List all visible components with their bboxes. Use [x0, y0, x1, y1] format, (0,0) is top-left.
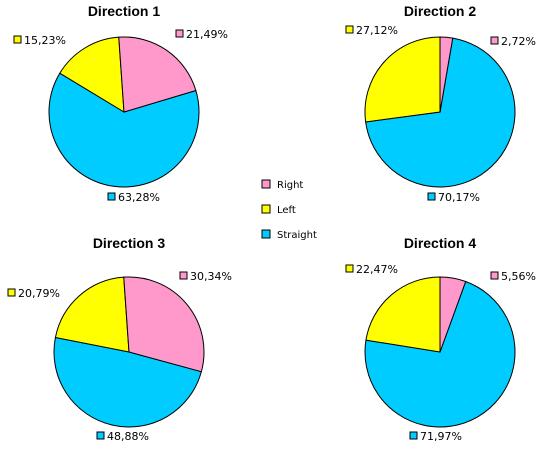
pie-slice-straight [365, 37, 516, 188]
data-label-right: 5,56% [501, 270, 536, 283]
chart-title: Direction 3 [93, 235, 166, 251]
pie-slice-straight [53, 336, 202, 428]
legend-swatch-right [261, 179, 271, 189]
label-swatch-straight [427, 192, 436, 201]
pie-slice-left [54, 276, 130, 353]
pie-chart-3: Direction 3 30,34% 20,79% 48,88% [7, 235, 232, 443]
data-label-right: 21,49% [186, 28, 228, 41]
label-swatch-right [175, 29, 184, 38]
data-label-straight: 71,97% [420, 430, 462, 443]
label-swatch-straight [409, 431, 418, 440]
pie-slice-left [365, 276, 441, 353]
legend-label-straight: Straight [277, 230, 317, 241]
pie-slice-right [118, 36, 197, 113]
label-swatch-right [490, 36, 499, 45]
chart-title: Direction 1 [88, 3, 161, 19]
pie-chart-2: Direction 2 2,72% 27,12% 70,17% [345, 3, 536, 204]
data-label-left: 22,47% [356, 263, 398, 276]
data-label-straight: 70,17% [438, 191, 480, 204]
label-swatch-straight [107, 192, 116, 201]
label-swatch-straight [96, 431, 105, 440]
label-swatch-left [7, 288, 16, 297]
chart-title: Direction 2 [404, 3, 477, 19]
data-label-left: 15,23% [24, 34, 66, 47]
data-label-straight: 48,88% [107, 430, 149, 443]
pie-chart-4: Direction 4 5,56% 22,47% 71,97% [345, 235, 536, 443]
pie-slice-right [439, 36, 454, 113]
pie-slice-right [123, 276, 205, 373]
legend-swatch-left [261, 204, 271, 214]
pie-slice-left [59, 36, 125, 113]
data-label-right: 30,34% [190, 270, 232, 283]
label-swatch-left [13, 35, 22, 44]
data-label-left: 20,79% [18, 287, 60, 300]
data-label-straight: 63,28% [118, 191, 160, 204]
legend: Right Left Straight [261, 179, 317, 241]
pie-slice-straight [364, 280, 516, 428]
chart-title: Direction 4 [404, 235, 477, 251]
label-swatch-right [490, 271, 499, 280]
label-swatch-right [179, 271, 188, 280]
pie-chart-1: Direction 1 21,49% 15,23% 63,28% [13, 3, 228, 204]
legend-label-left: Left [277, 205, 296, 216]
pie-charts-group: Direction 1 21,49% 15,23% 63,28% Direction 2… [7, 3, 536, 443]
pie-slice-left [364, 36, 441, 123]
data-label-right: 2,72% [501, 35, 536, 48]
pie-slice-right [439, 276, 467, 353]
label-swatch-left [345, 264, 354, 273]
data-label-left: 27,12% [356, 24, 398, 37]
pie-slice-straight [48, 72, 200, 188]
label-swatch-left [345, 25, 354, 34]
legend-label-right: Right [277, 180, 303, 191]
legend-swatch-straight [261, 229, 271, 239]
